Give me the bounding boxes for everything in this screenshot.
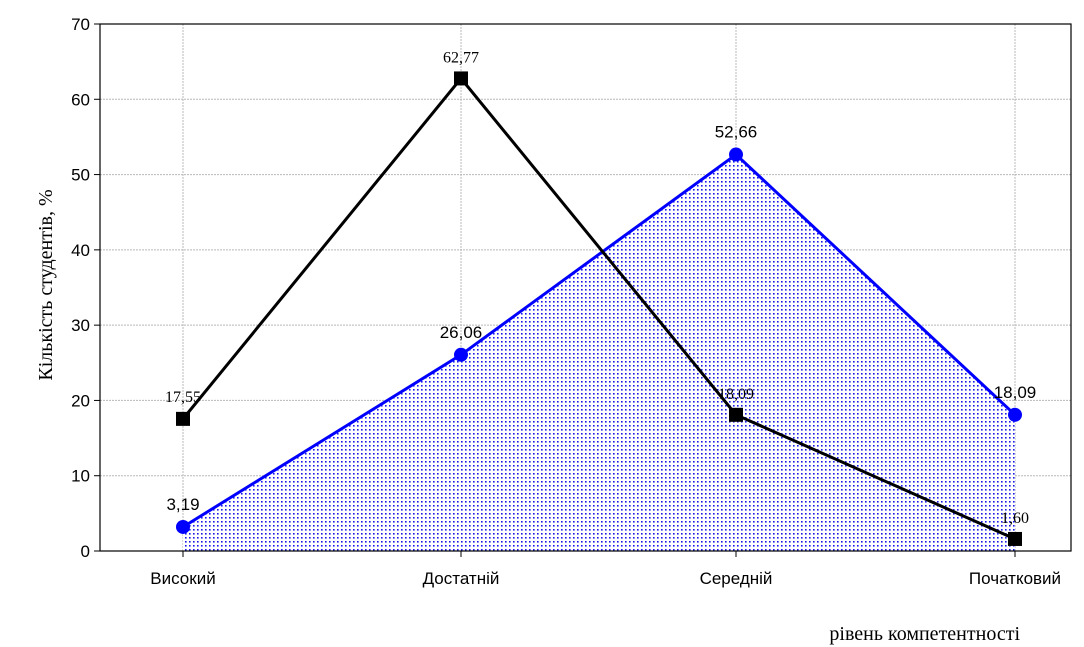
data-point-square bbox=[1008, 531, 1022, 546]
area-fill bbox=[183, 154, 1015, 552]
data-label: 18,09 bbox=[718, 386, 754, 403]
data-label: 18,09 bbox=[994, 383, 1037, 402]
data-point-square bbox=[454, 71, 468, 86]
x-category-label: Високий bbox=[150, 569, 215, 588]
x-axis-title: рівень компетентності bbox=[829, 623, 1020, 645]
y-tick-label: 10 bbox=[71, 467, 90, 486]
y-tick-label: 40 bbox=[71, 241, 90, 260]
area-fill-layer bbox=[183, 154, 1015, 552]
data-label: 3,19 bbox=[166, 495, 199, 514]
y-tick-label: 60 bbox=[71, 90, 90, 109]
data-point-circle bbox=[176, 519, 190, 534]
data-label: 1,60 bbox=[1001, 510, 1029, 527]
y-axis-title: Кількість студентів, % bbox=[35, 189, 57, 380]
data-label: 52,66 bbox=[715, 123, 758, 142]
series-line bbox=[181, 76, 1016, 541]
data-point-square bbox=[729, 407, 743, 422]
y-tick-label: 70 bbox=[71, 15, 90, 34]
x-category-label: Достатній bbox=[423, 569, 500, 588]
series-layer bbox=[176, 71, 1022, 546]
axes: 0 10 20 30 40 50 60 70 Високий Достатній Середній П… bbox=[71, 15, 1072, 588]
series-line bbox=[182, 152, 1017, 529]
data-label: 26,06 bbox=[440, 323, 483, 342]
x-category-label: Середній bbox=[700, 569, 773, 588]
y-tick-label: 30 bbox=[71, 316, 90, 335]
plot-frame bbox=[99, 23, 1072, 552]
y-tick-label: 50 bbox=[71, 166, 90, 185]
data-label: 62,77 bbox=[443, 49, 479, 66]
data-point-circle bbox=[454, 347, 468, 362]
data-point-square bbox=[176, 411, 190, 426]
data-point-circle bbox=[1008, 407, 1022, 422]
data-label: 17,55 bbox=[165, 389, 201, 406]
data-labels-layer: 17,55 62,77 18,09 1,60 3,19 26,06 52,66 18,09 bbox=[165, 49, 1036, 527]
y-tick-label: 20 bbox=[71, 391, 90, 410]
data-point-circle bbox=[729, 147, 743, 162]
x-category-label: Початковий bbox=[969, 569, 1061, 588]
y-tick-label: 0 bbox=[81, 542, 90, 561]
